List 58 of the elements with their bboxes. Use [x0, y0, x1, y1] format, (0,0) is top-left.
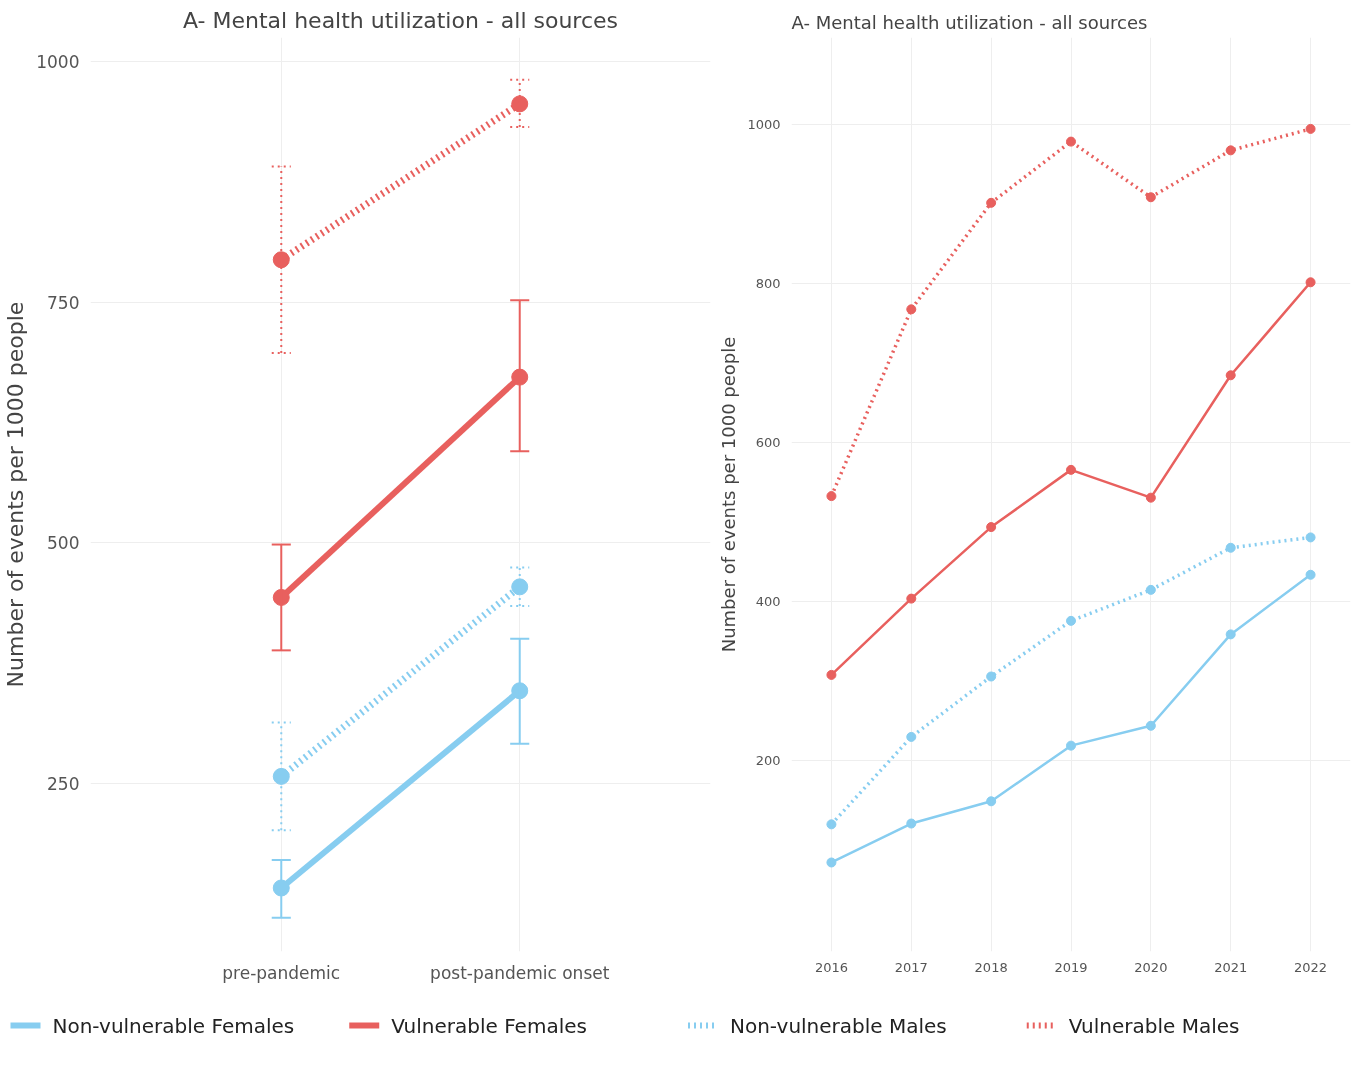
y-tick-label: 250: [47, 773, 80, 794]
point: [511, 95, 529, 113]
y-tick-label: 800: [755, 276, 781, 292]
point: [511, 578, 529, 596]
point: [1066, 740, 1076, 751]
point: [1225, 145, 1236, 156]
point: [906, 593, 917, 604]
y-tick-label: 750: [47, 292, 80, 313]
point: [1145, 492, 1156, 503]
legend-label: Non-vulnerable Males: [730, 1013, 947, 1038]
point: [1225, 629, 1236, 640]
y-axis-title: Number of events per 1000 people: [718, 336, 740, 653]
point: [826, 669, 837, 680]
point: [906, 731, 917, 742]
x-tick-label: 2020: [1134, 959, 1168, 975]
point: [1145, 584, 1156, 595]
point: [1305, 277, 1316, 288]
legend-label: Vulnerable Males: [1068, 1013, 1240, 1038]
y-tick-label: 400: [755, 594, 781, 610]
legend-label: Vulnerable Females: [391, 1013, 587, 1038]
chart-title: A- Mental health utilization - all sources: [182, 7, 619, 33]
y-tick-label: 1000: [747, 117, 781, 133]
y-tick-label: 600: [755, 435, 781, 451]
point: [1145, 720, 1156, 731]
point: [1066, 464, 1076, 475]
x-tick-label: 2019: [1054, 959, 1088, 975]
point: [906, 818, 917, 829]
point: [1305, 569, 1316, 580]
point: [906, 304, 917, 315]
x-tick-label: 2021: [1214, 959, 1248, 975]
x-tick-label: 2016: [814, 959, 848, 975]
x-tick-label: post-pandemic onset: [430, 962, 610, 983]
y-axis-title: Number of events per 1000 people: [3, 301, 29, 688]
y-tick-label: 200: [755, 753, 781, 769]
point: [1225, 542, 1236, 553]
y-tick-label: 500: [47, 533, 80, 554]
x-tick-label: pre-pandemic: [222, 962, 341, 983]
y-tick-label: 1000: [36, 52, 80, 73]
point: [826, 819, 837, 830]
point: [1305, 532, 1316, 543]
legend-label: Non-vulnerable Females: [52, 1013, 295, 1038]
point: [986, 796, 997, 807]
point: [1066, 615, 1076, 626]
point: [272, 251, 290, 269]
point: [1145, 192, 1156, 203]
point: [826, 857, 837, 868]
point: [1066, 136, 1076, 147]
chart-title: A- Mental health utilization - all sources: [791, 11, 1148, 33]
point: [272, 767, 290, 785]
x-tick-label: 2022: [1294, 959, 1328, 975]
point: [986, 197, 997, 208]
point: [986, 522, 997, 533]
point: [1305, 123, 1316, 134]
point: [986, 671, 997, 682]
x-tick-label: 2018: [974, 959, 1008, 975]
point: [1225, 370, 1236, 381]
point: [826, 491, 837, 502]
x-tick-label: 2017: [894, 959, 928, 975]
